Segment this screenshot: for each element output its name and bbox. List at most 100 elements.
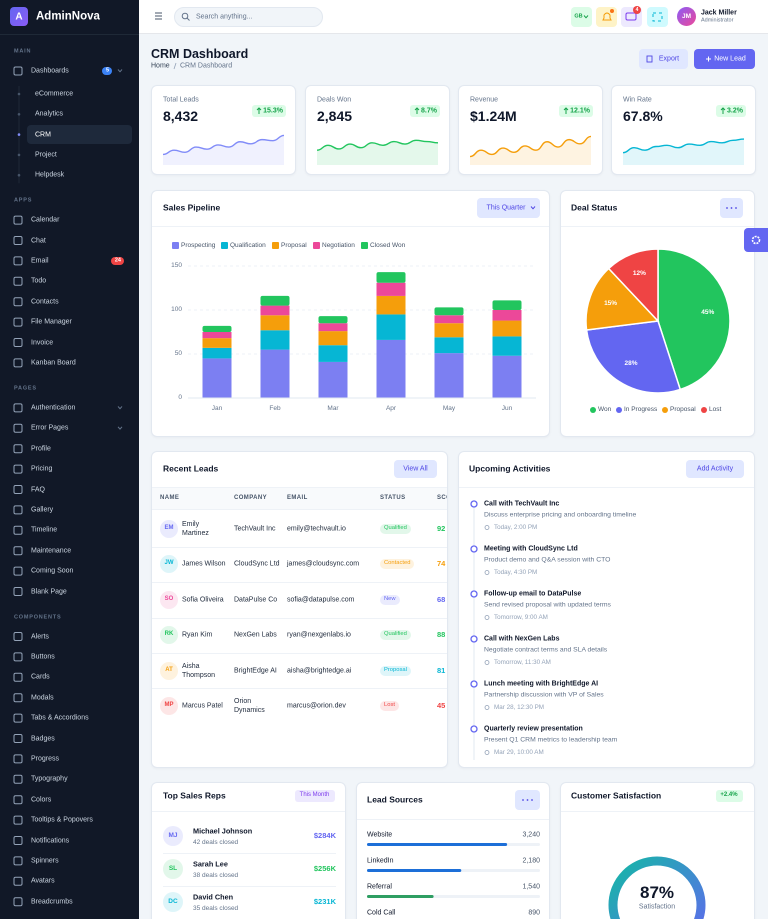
nav-item[interactable]: Gallery xyxy=(31,506,54,514)
notifications-button[interactable] xyxy=(596,7,617,27)
nav-subitem[interactable]: CRM xyxy=(35,131,51,139)
user-avatar[interactable] xyxy=(677,7,696,26)
lead-status: Qualified xyxy=(384,525,407,532)
nav-item[interactable]: Kanban Board xyxy=(31,359,76,367)
gauge-value: 87% xyxy=(639,882,675,902)
column-header: NAME xyxy=(160,494,180,501)
nav-item[interactable]: Dashboards xyxy=(31,67,69,75)
top-reps-card xyxy=(151,782,346,919)
nav-item[interactable]: Profile xyxy=(31,445,51,453)
fullscreen-button[interactable] xyxy=(647,7,668,27)
rep-revenue: $284K xyxy=(313,831,336,841)
legend-swatch xyxy=(221,242,228,249)
nav-subitem[interactable]: Project xyxy=(35,151,57,159)
row-divider xyxy=(163,852,336,854)
x-tick-label: Mar xyxy=(327,404,339,412)
nav-item[interactable]: Chat xyxy=(31,236,46,244)
stat-value: 8,432 xyxy=(163,107,199,124)
nav-badge: 5 xyxy=(105,67,109,74)
nav-item[interactable]: Avatars xyxy=(31,877,55,885)
settings-button[interactable] xyxy=(744,228,768,252)
card-divider xyxy=(152,226,549,227)
card-title: Lead Sources xyxy=(367,794,423,805)
card-title: Customer Satisfaction xyxy=(571,790,662,801)
nav-item[interactable]: Typography xyxy=(31,775,68,783)
lead-name: Aisha Thompson xyxy=(182,662,216,679)
stat-value: 2,845 xyxy=(317,107,353,124)
nav-section-title: PAGES xyxy=(14,385,37,392)
gauge-caption: Satisfaction xyxy=(638,903,676,911)
breadcrumb-current: CRM Dashboard xyxy=(180,62,233,70)
lead-avatar xyxy=(160,661,178,680)
nav-item[interactable]: Email xyxy=(31,257,49,265)
view-all-button[interactable] xyxy=(394,460,437,478)
lead-email: ryan@nexgenlabs.io xyxy=(287,631,351,639)
card-divider xyxy=(357,819,549,820)
lead-score: 74 xyxy=(437,559,446,569)
stat-change: 12.1% xyxy=(570,107,590,115)
add-activity-button[interactable] xyxy=(686,460,744,478)
brand-name: AdminNova xyxy=(36,10,100,23)
nav-item[interactable]: Badges xyxy=(31,734,55,742)
activity-time: Today, 4:30 PM xyxy=(494,568,538,576)
activity-time: Tomorrow, 9:00 AM xyxy=(494,613,548,621)
stat-change: 3.2% xyxy=(727,107,743,115)
nav-item[interactable]: Pricing xyxy=(31,465,53,473)
nav-item[interactable]: Breadcrumbs xyxy=(31,898,73,906)
rep-initials: SL xyxy=(168,864,178,872)
legend-label: Prospecting xyxy=(181,241,216,249)
more-button[interactable] xyxy=(515,790,540,810)
nav-item[interactable]: Timeline xyxy=(31,526,58,534)
nav-item[interactable]: Authentication xyxy=(31,404,76,412)
nav-item[interactable]: Modals xyxy=(31,694,54,702)
activity-desc: Product demo and Q&A session with CTO xyxy=(484,556,611,564)
nav-item[interactable]: FAQ xyxy=(31,485,46,493)
nav-item[interactable]: Spinners xyxy=(31,857,59,865)
nav-item[interactable]: Invoice xyxy=(31,338,54,346)
status-pill xyxy=(380,630,411,641)
export-button[interactable] xyxy=(639,49,688,69)
activity-time: Mar 29, 10:00 AM xyxy=(494,748,544,756)
lead-status: Contacted xyxy=(384,560,411,567)
nav-item[interactable]: Maintenance xyxy=(31,547,72,555)
nav-item[interactable]: File Manager xyxy=(31,318,72,326)
nav-item[interactable]: Buttons xyxy=(31,653,55,661)
lead-company: NexGen Labs xyxy=(234,631,277,639)
nav-item[interactable]: Alerts xyxy=(31,632,49,640)
nav-item[interactable]: Tooltips & Popovers xyxy=(31,816,93,824)
stat-change: 15.3% xyxy=(263,107,283,115)
new-lead-button[interactable] xyxy=(694,49,755,69)
nav-item[interactable]: Colors xyxy=(31,796,52,804)
activity-title: Call with NexGen Labs xyxy=(484,635,560,643)
add-activity-label: Add Activity xyxy=(696,465,734,473)
nav-subitem[interactable]: Helpdesk xyxy=(35,171,65,179)
rep-avatar xyxy=(163,859,183,879)
source-label: Cold Call xyxy=(367,909,396,917)
nav-section-title: COMPONENTS xyxy=(14,613,62,620)
stat-label: Total Leads xyxy=(163,96,199,104)
nav-item[interactable]: Tabs & Accordions xyxy=(31,714,89,722)
nav-item[interactable]: Notifications xyxy=(31,836,70,844)
nav-item[interactable]: Error Pages xyxy=(31,424,69,432)
nav-item[interactable]: Cards xyxy=(31,673,50,681)
nav-section-title: APPS xyxy=(14,197,33,204)
search-box[interactable] xyxy=(174,7,323,27)
nav-item[interactable]: Coming Soon xyxy=(31,567,74,575)
nav-subitem[interactable]: Analytics xyxy=(35,110,64,118)
nav-item[interactable]: Contacts xyxy=(31,298,59,306)
nav-subitem[interactable]: eCommerce xyxy=(35,90,74,98)
legend-label: Qualification xyxy=(230,241,266,249)
lead-email: aisha@brightedge.ai xyxy=(287,667,352,675)
language-button[interactable] xyxy=(571,7,592,27)
stat-label: Win Rate xyxy=(623,96,652,104)
nav-item[interactable]: Calendar xyxy=(31,216,60,224)
filter-button[interactable] xyxy=(477,198,540,218)
legend-swatch xyxy=(313,242,320,249)
nav-item[interactable]: Blank Page xyxy=(31,587,67,595)
logo xyxy=(10,7,28,26)
activity-desc: Partnership discussion with VP of Sales xyxy=(484,691,604,699)
nav-item[interactable]: Progress xyxy=(31,755,60,763)
column-header: STATUS xyxy=(380,494,406,501)
more-button[interactable] xyxy=(720,198,743,218)
nav-item[interactable]: Todo xyxy=(31,277,47,285)
